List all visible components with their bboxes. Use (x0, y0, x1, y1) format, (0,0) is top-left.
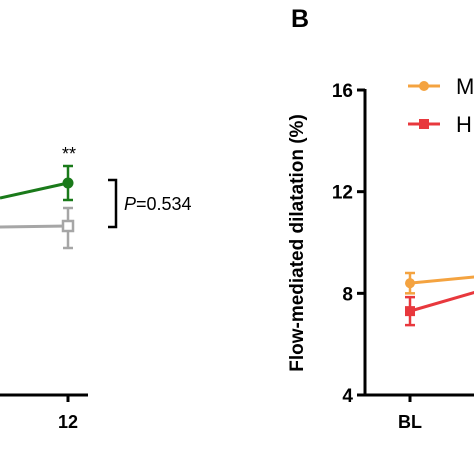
panel-label: B (291, 5, 309, 33)
p-value-label-prefix: P (124, 194, 136, 214)
significance-marker: ** (62, 144, 76, 164)
series-m-line (409, 275, 474, 285)
y-tick-label: 8 (342, 284, 353, 305)
series-h-line (409, 290, 474, 313)
series-grey-point (61, 219, 75, 233)
panel-b: B 4 8 12 16 BL Flow-mediated dilatation (%) MH (287, 5, 474, 432)
y-axis-label: Flow-mediated dilatation (%) (287, 114, 308, 372)
panel-a: 12 ** P=0.534 (0, 144, 192, 432)
series-grey-line (0, 224, 69, 229)
series-m-point (405, 278, 415, 289)
series-green-line (0, 181, 69, 200)
x-tick-label: BL (398, 412, 422, 432)
p-value-label: P=0.534 (124, 194, 192, 214)
y-tick-label: 12 (332, 183, 353, 204)
legend-h-marker (419, 119, 429, 129)
y-tick-label: 16 (332, 81, 353, 102)
series-h-point (405, 306, 415, 317)
panel-a-x-tick-label: 12 (58, 412, 78, 432)
legend-m-marker (419, 81, 429, 91)
legend-m-label: M (456, 74, 474, 99)
y-tick-label: 4 (342, 386, 353, 407)
series-green-point (62, 177, 74, 189)
p-value-label-value: =0.534 (136, 194, 192, 214)
legend-h-label: H (456, 112, 472, 137)
p-value-bracket (108, 178, 118, 229)
